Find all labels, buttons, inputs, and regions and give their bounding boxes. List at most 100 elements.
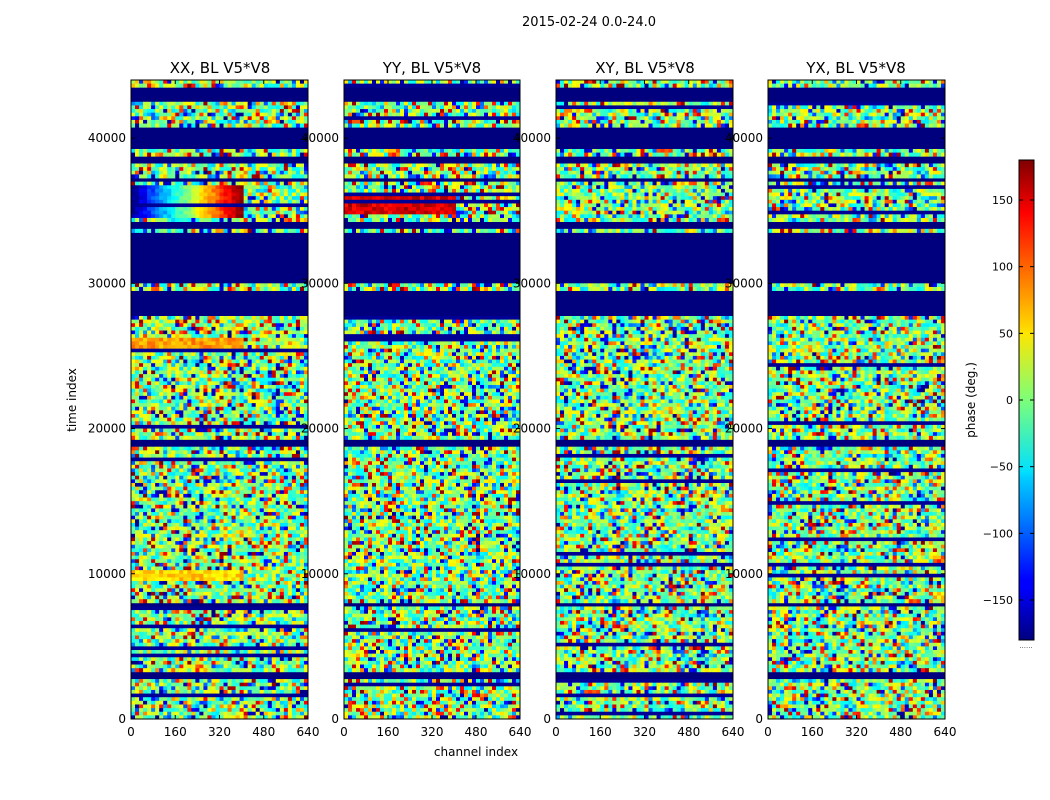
heatmap-cell xyxy=(211,320,215,324)
heatmap-cell xyxy=(207,356,211,360)
heatmap-cell xyxy=(276,116,280,120)
heatmap-cell xyxy=(244,164,248,168)
heatmap-cell xyxy=(147,349,151,353)
heatmap-cell xyxy=(276,149,280,153)
heatmap-cell xyxy=(139,182,143,186)
heatmap-cell xyxy=(143,345,147,349)
heatmap-cell xyxy=(151,356,155,360)
heatmap-cell xyxy=(151,214,155,218)
heatmap-cell xyxy=(183,109,187,113)
heatmap-cell xyxy=(175,120,179,124)
heatmap-cell xyxy=(143,341,147,345)
heatmap-cell xyxy=(155,200,159,204)
heatmap-cell xyxy=(215,196,219,200)
heatmap-cell xyxy=(163,109,167,113)
heatmap-cell xyxy=(207,174,211,178)
heatmap-cell xyxy=(288,320,292,324)
heatmap-cell xyxy=(175,124,179,128)
heatmap-cell xyxy=(203,174,207,178)
heatmap-cell xyxy=(179,316,183,320)
heatmap-cell xyxy=(244,182,248,186)
heatmap-cell xyxy=(284,171,288,175)
heatmap-cell xyxy=(288,185,292,189)
heatmap-cell xyxy=(151,331,155,335)
heatmap-cell xyxy=(272,149,276,153)
heatmap-cell xyxy=(260,218,264,222)
heatmap-cell xyxy=(171,109,175,113)
heatmap-cell xyxy=(236,363,240,367)
heatmap-cell xyxy=(155,149,159,153)
heatmap-cell xyxy=(171,334,175,338)
heatmap-cell xyxy=(232,211,236,215)
heatmap-cell xyxy=(292,349,296,353)
heatmap-cell xyxy=(300,174,304,178)
heatmap-cell xyxy=(260,352,264,356)
heatmap-cell xyxy=(203,229,207,233)
heatmap-cell xyxy=(296,211,300,215)
heatmap-cell xyxy=(284,164,288,168)
heatmap-cell xyxy=(232,196,236,200)
heatmap-cell xyxy=(252,218,256,222)
heatmap-cell xyxy=(292,153,296,157)
heatmap-cell xyxy=(187,203,191,207)
heatmap-cell xyxy=(187,149,191,153)
heatmap-cell xyxy=(143,171,147,175)
heatmap-cell xyxy=(244,287,248,291)
heatmap-cell xyxy=(159,327,163,331)
heatmap-cell xyxy=(268,200,272,204)
heatmap-cell xyxy=(187,214,191,218)
heatmap-cell xyxy=(147,356,151,360)
heatmap-cell xyxy=(143,214,147,218)
heatmap-cell xyxy=(175,331,179,335)
heatmap-cell xyxy=(211,211,215,215)
heatmap-cell xyxy=(167,341,171,345)
heatmap-cell xyxy=(171,345,175,349)
heatmap-cell xyxy=(143,174,147,178)
heatmap-cell xyxy=(260,320,264,324)
heatmap-cell xyxy=(252,360,256,364)
heatmap-cell xyxy=(203,182,207,186)
heatmap-cell xyxy=(187,356,191,360)
heatmap-cell xyxy=(256,287,260,291)
heatmap-cell xyxy=(207,360,211,364)
heatmap-cell xyxy=(151,193,155,197)
heatmap-cell xyxy=(300,211,304,215)
heatmap-cell xyxy=(300,200,304,204)
heatmap-cell xyxy=(220,283,224,287)
heatmap-cell xyxy=(264,218,268,222)
heatmap-cell xyxy=(248,229,252,233)
heatmap-cell xyxy=(232,120,236,124)
heatmap-cell xyxy=(167,214,171,218)
heatmap-cell xyxy=(171,113,175,117)
heatmap-cell xyxy=(280,349,284,353)
heatmap-cell xyxy=(191,174,195,178)
heatmap-cell xyxy=(131,196,135,200)
heatmap-cell xyxy=(296,171,300,175)
heatmap-cell xyxy=(288,327,292,331)
heatmap-cell xyxy=(264,349,268,353)
heatmap-cell xyxy=(236,171,240,175)
heatmap-cell xyxy=(195,229,199,233)
heatmap-cell xyxy=(171,193,175,197)
heatmap-cell xyxy=(211,182,215,186)
heatmap-cell xyxy=(151,287,155,291)
heatmap-cell xyxy=(280,84,284,88)
heatmap-cell xyxy=(175,164,179,168)
heatmap-cell xyxy=(147,211,151,215)
heatmap-cell xyxy=(183,363,187,367)
heatmap-cell xyxy=(139,84,143,88)
heatmap-cell xyxy=(143,287,147,291)
heatmap-cell xyxy=(187,120,191,124)
heatmap-cell xyxy=(159,167,163,171)
heatmap-cell xyxy=(143,164,147,168)
heatmap-cell xyxy=(171,360,175,364)
heatmap-cell xyxy=(220,349,224,353)
heatmap-cell xyxy=(207,218,211,222)
heatmap-cell xyxy=(296,229,300,233)
heatmap-cell xyxy=(163,327,167,331)
heatmap-cell xyxy=(135,283,139,287)
heatmap-cell xyxy=(179,323,183,327)
heatmap-cell xyxy=(215,167,219,171)
heatmap-cell xyxy=(264,171,268,175)
heatmap-cell xyxy=(232,203,236,207)
